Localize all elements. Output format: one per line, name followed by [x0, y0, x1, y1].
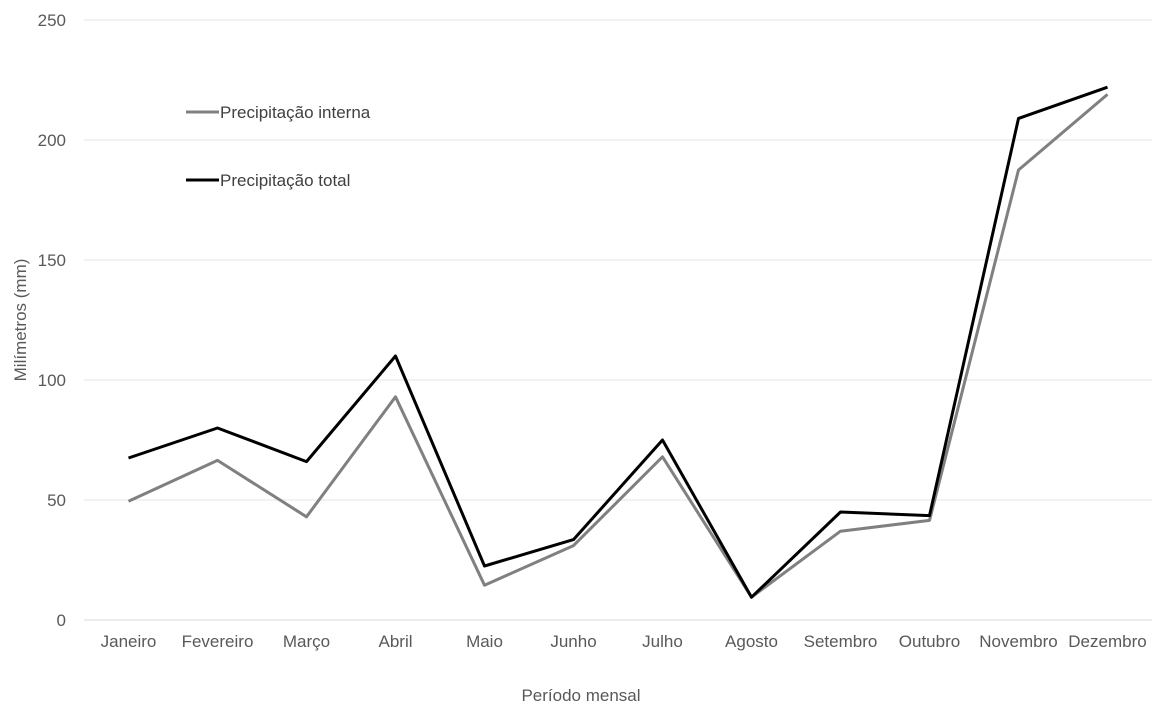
y-tick-label: 250	[38, 11, 66, 30]
x-axis-title: Período mensal	[521, 686, 640, 705]
x-axis-ticks: Janeiro Fevereiro Março Abril Maio Junho Julho…	[101, 632, 1147, 651]
series-line-precipitacao-interna	[127, 93, 1109, 599]
series-line-precipitacao-total	[128, 85, 1108, 599]
x-tick-label: Junho	[550, 632, 596, 651]
y-axis-title: Milímetros (mm)	[11, 259, 30, 382]
x-tick-label: Julho	[642, 632, 683, 651]
x-tick-label: Outubro	[899, 632, 960, 651]
x-tick-label: Março	[283, 632, 330, 651]
x-tick-label: Agosto	[725, 632, 778, 651]
x-tick-label: Maio	[466, 632, 503, 651]
y-tick-label: 150	[38, 251, 66, 270]
gridlines	[84, 19, 1152, 621]
y-axis-ticks: 0 50 100 150 200 250	[38, 11, 66, 630]
x-tick-label: Dezembro	[1068, 632, 1146, 651]
x-tick-label: Setembro	[804, 632, 878, 651]
x-tick-label: Fevereiro	[182, 632, 254, 651]
x-tick-label: Novembro	[979, 632, 1057, 651]
y-tick-label: 50	[47, 491, 66, 510]
legend: Precipitação interna Precipitação total	[186, 103, 371, 190]
y-tick-label: 0	[57, 611, 66, 630]
legend-label-total: Precipitação total	[220, 171, 350, 190]
y-tick-label: 200	[38, 131, 66, 150]
x-tick-label: Abril	[378, 632, 412, 651]
series-lines	[127, 85, 1109, 599]
x-tick-label: Janeiro	[101, 632, 157, 651]
legend-label-interna: Precipitação interna	[220, 103, 371, 122]
y-tick-label: 100	[38, 371, 66, 390]
